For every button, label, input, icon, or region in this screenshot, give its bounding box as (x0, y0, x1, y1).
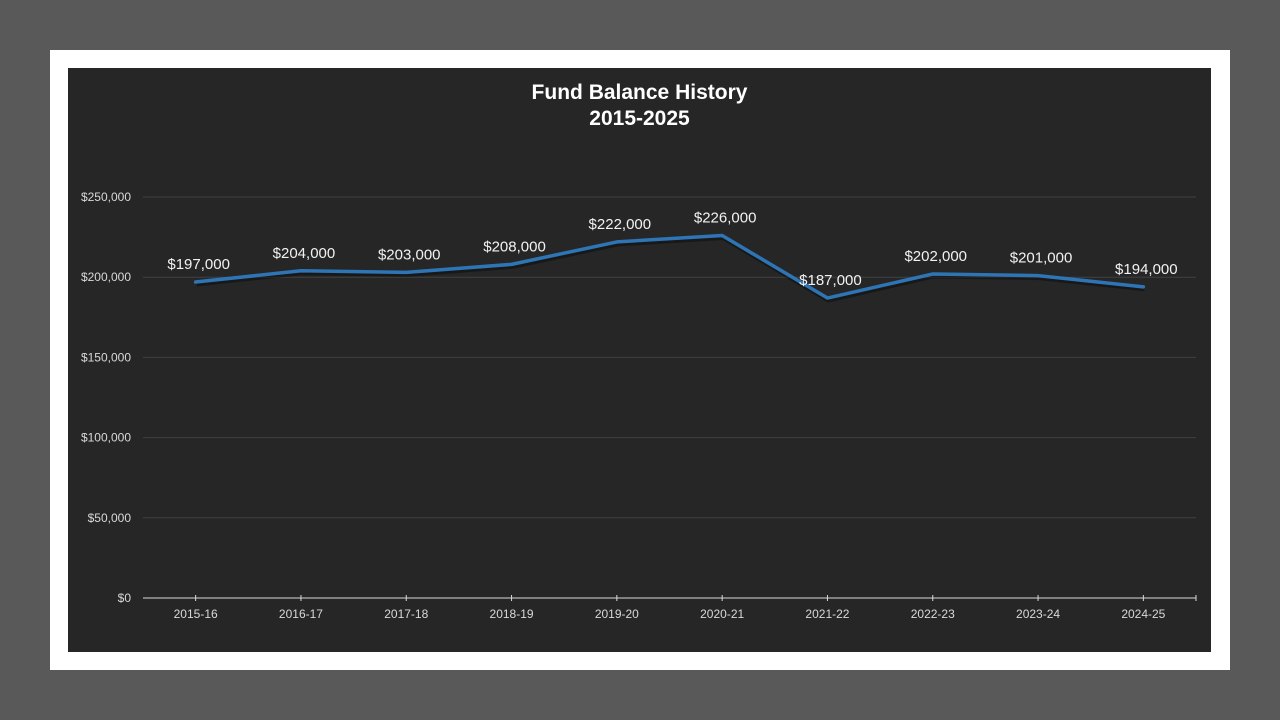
y-tick-label: $250,000 (81, 190, 131, 204)
data-label: $204,000 (273, 245, 336, 262)
y-tick-label: $200,000 (81, 270, 131, 284)
line-shadow (196, 234, 1145, 303)
x-tick-label: 2017-18 (384, 607, 428, 621)
data-label: $208,000 (483, 238, 546, 255)
x-tick-label: 2022-23 (911, 607, 955, 621)
x-tick-label: 2016-17 (279, 607, 323, 621)
x-tick-label: 2019-20 (595, 607, 639, 621)
y-tick-label: $0 (118, 591, 132, 605)
plot-area: $0 $50,000 $100,000 $150,000 $200,000 $250,00… (81, 190, 1197, 621)
data-label: $202,000 (904, 248, 967, 265)
x-tick-label: 2024-25 (1121, 607, 1165, 621)
x-tick-label: 2023-24 (1016, 607, 1060, 621)
x-tick-label: 2015-16 (174, 607, 218, 621)
chart-title-sub: 2015-2025 (589, 107, 690, 130)
x-tick-label: 2021-22 (805, 607, 849, 621)
chart-title: Fund Balance History 2015-2025 (68, 80, 1211, 132)
series-line (193, 233, 1146, 300)
x-tick-label: 2020-21 (700, 607, 744, 621)
data-label: $222,000 (589, 216, 652, 233)
y-tick-label: $150,000 (81, 350, 131, 364)
data-label: $203,000 (378, 246, 441, 263)
chart-title-main: Fund Balance History (531, 81, 748, 104)
data-label: $226,000 (694, 209, 757, 226)
chart-area: Fund Balance History 2015-2025 $0 $50,000… (68, 68, 1211, 652)
y-tick-label: $50,000 (88, 511, 132, 525)
data-label: $201,000 (1010, 250, 1073, 267)
data-label: $194,000 (1115, 261, 1178, 278)
x-tick-label: 2018-19 (490, 607, 534, 621)
y-tick-label: $100,000 (81, 431, 131, 445)
data-label: $197,000 (167, 256, 230, 273)
data-label: $187,000 (799, 272, 862, 289)
